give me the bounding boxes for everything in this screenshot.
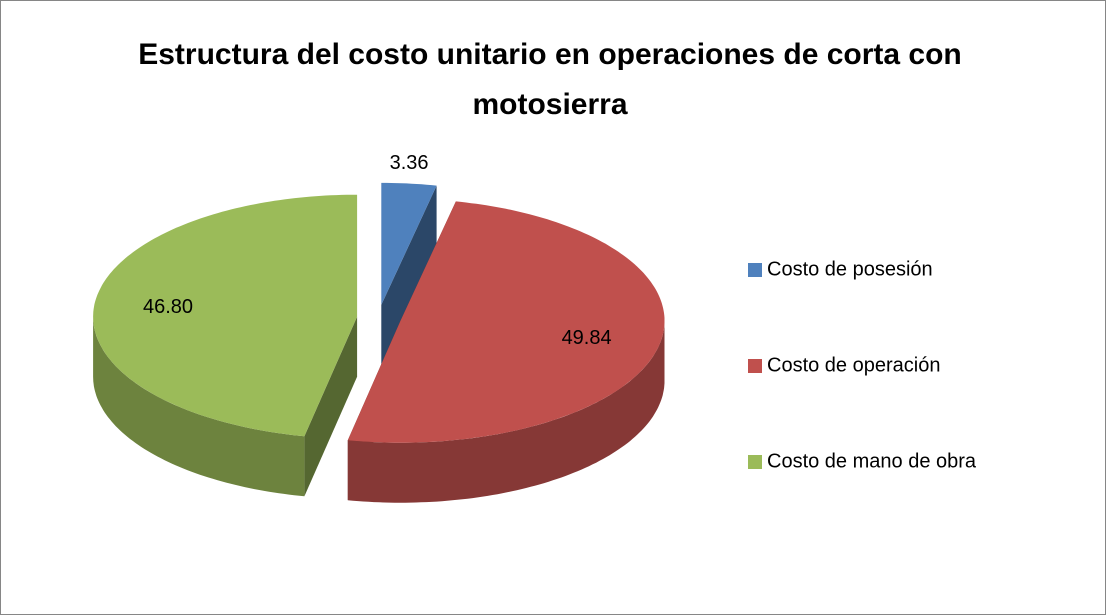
legend-swatch bbox=[748, 455, 762, 469]
pie-slice bbox=[381, 182, 437, 305]
pie-slice bbox=[347, 201, 665, 443]
slice-wall bbox=[347, 320, 665, 503]
legend-swatch bbox=[748, 359, 762, 373]
data-label: 49.84 bbox=[562, 327, 612, 349]
data-label: 3.36 bbox=[390, 152, 429, 174]
slice-side bbox=[304, 316, 358, 497]
legend-label: Costo de posesión bbox=[767, 258, 933, 280]
slice-wall bbox=[93, 316, 305, 497]
pie-slice bbox=[93, 194, 358, 437]
slice-side bbox=[381, 185, 437, 365]
legend-label: Costo de operación bbox=[767, 354, 940, 376]
data-label: 46.80 bbox=[143, 296, 193, 318]
chart-title: Estructura del costo unitario en operaci… bbox=[138, 38, 962, 121]
legend-label: Costo de mano de obra bbox=[767, 450, 977, 472]
legend-swatch bbox=[748, 263, 762, 277]
